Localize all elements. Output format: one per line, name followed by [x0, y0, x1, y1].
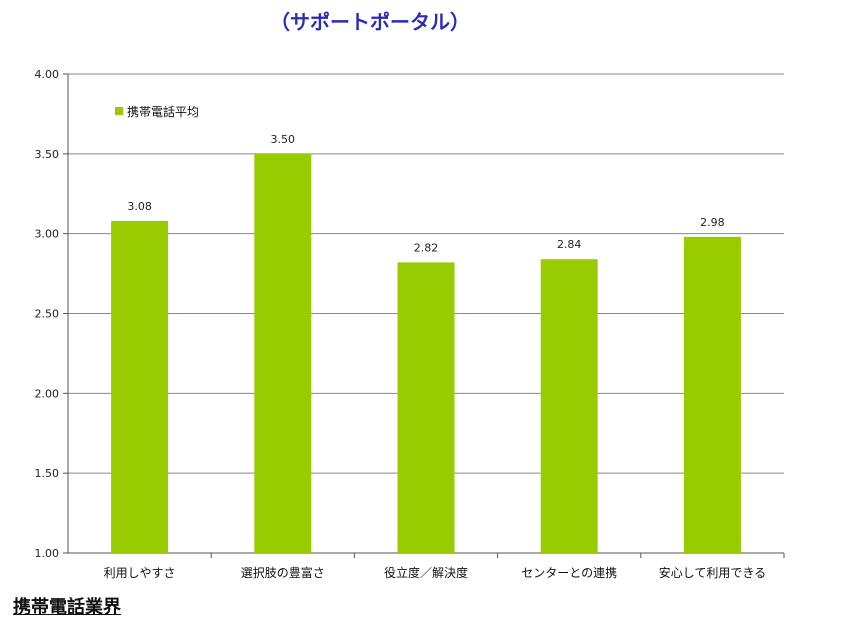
- bar-value-label: 3.08: [127, 200, 152, 213]
- bar: [111, 220, 169, 554]
- y-tick-label: 4.00: [35, 68, 60, 81]
- bars: [111, 153, 741, 554]
- x-axis-categories: 利用しやすさ 選択肢の豊富さ 役立度／解決度 センターとの連携 安心して利用できる: [104, 565, 766, 580]
- y-tick-label: 1.00: [35, 547, 60, 560]
- chart-title: （サポートポータル）: [270, 10, 470, 34]
- bar-value-label: 2.84: [557, 238, 582, 251]
- bar: [397, 262, 455, 553]
- bar-value-label: 3.50: [271, 133, 296, 146]
- y-tick-label: 2.00: [35, 387, 60, 400]
- y-axis-ticks: 1.00 1.50 2.00 2.50 3.00 3.50 4.00: [35, 68, 68, 560]
- legend-swatch: [115, 107, 123, 115]
- bar-value-label: 2.98: [700, 216, 725, 229]
- bar-chart: 1.00 1.50 2.00 2.50 3.00 3.50 4.00 3.08 3.50 2.8…: [35, 68, 785, 580]
- bar: [683, 236, 741, 554]
- x-category-label: 選択肢の豊富さ: [241, 565, 325, 580]
- footer-label: 携帯電話業界: [13, 597, 121, 618]
- data-labels: 3.08 3.50 2.82 2.84 2.98: [127, 133, 724, 255]
- x-category-label: センターとの連携: [521, 565, 617, 580]
- bar-value-label: 2.82: [414, 241, 439, 254]
- y-tick-label: 3.50: [35, 148, 60, 161]
- y-tick-label: 2.50: [35, 308, 60, 321]
- legend: 携帯電話平均: [115, 104, 199, 119]
- y-tick-label: 1.50: [35, 467, 60, 480]
- y-tick-label: 3.00: [35, 228, 60, 241]
- legend-label: 携帯電話平均: [127, 104, 199, 119]
- bar: [254, 153, 312, 554]
- x-category-label: 利用しやすさ: [104, 566, 176, 580]
- x-category-label: 役立度／解決度: [384, 565, 468, 580]
- x-category-label: 安心して利用できる: [659, 565, 766, 580]
- bar: [540, 259, 598, 553]
